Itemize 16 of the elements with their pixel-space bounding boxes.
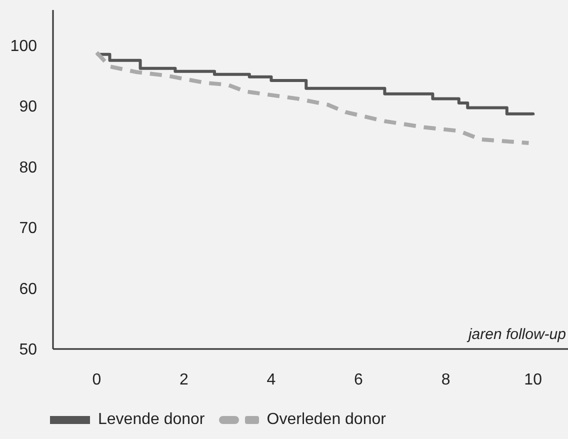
y-tick-label: 80	[19, 159, 38, 176]
x-axis-title: jaren follow-up	[466, 326, 566, 343]
y-tick-label: 100	[10, 38, 38, 55]
y-tick-label: 50	[19, 342, 38, 359]
x-tick-label: 2	[179, 371, 188, 388]
y-tick-label: 60	[19, 280, 38, 298]
legend-label: Overleden donor	[266, 411, 386, 429]
x-tick-label: 8	[441, 371, 450, 388]
x-tick-label: 4	[266, 371, 276, 388]
x-tick-label: 10	[524, 371, 542, 388]
x-tick-label: 6	[354, 371, 364, 388]
line-series	[94, 50, 531, 146]
y-tick-label: 90	[19, 98, 38, 116]
x-tick-label: 0	[92, 371, 102, 388]
y-tick-label: 70	[19, 220, 38, 238]
legend-label: Levende donor	[98, 411, 205, 429]
